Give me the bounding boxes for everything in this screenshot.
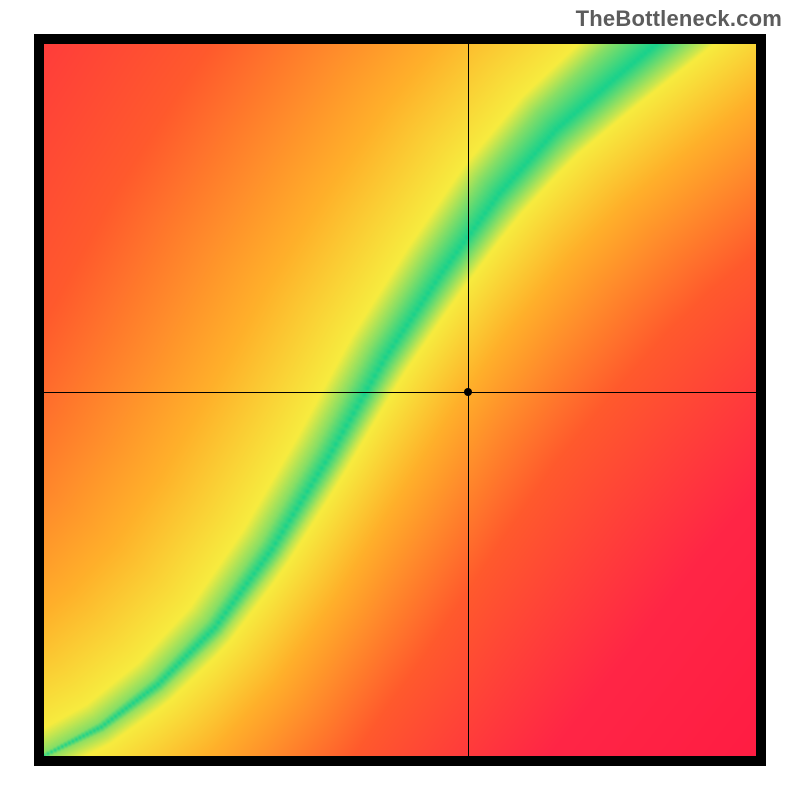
crosshair-marker-dot (464, 388, 472, 396)
watermark-text: TheBottleneck.com (576, 6, 782, 32)
heatmap-canvas (44, 44, 756, 756)
chart-frame (34, 34, 766, 766)
chart-wrapper: TheBottleneck.com (0, 0, 800, 800)
crosshair-vertical (468, 44, 469, 756)
crosshair-horizontal (44, 392, 756, 393)
